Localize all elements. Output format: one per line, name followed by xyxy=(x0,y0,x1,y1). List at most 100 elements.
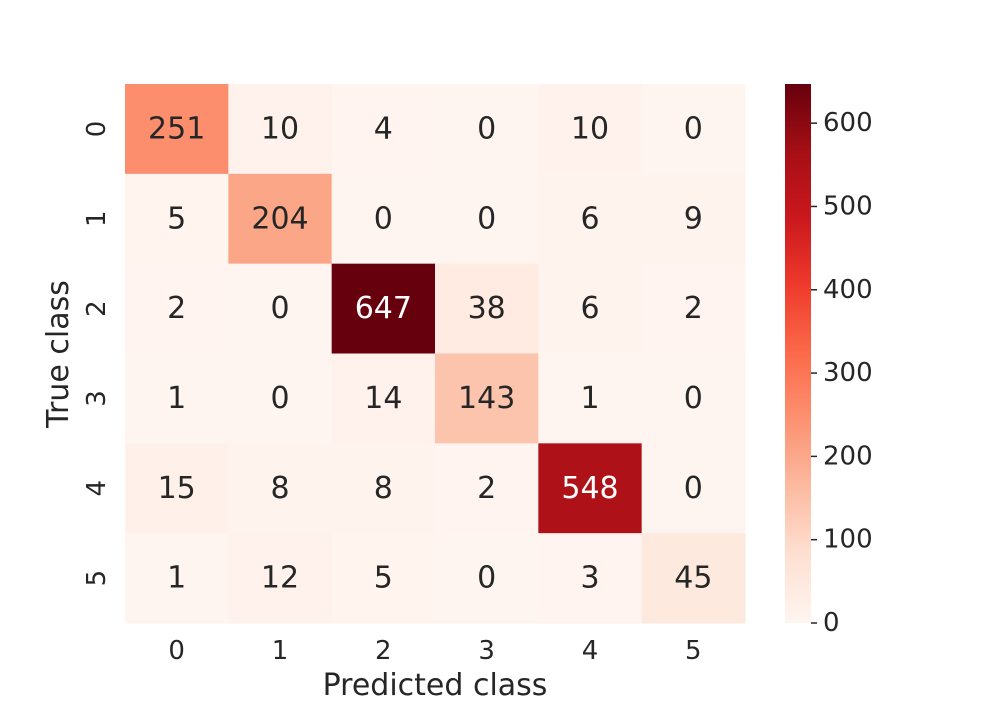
cell-annotation-r2-c2: 647 xyxy=(355,291,412,326)
cell-annotation-r1-c1: 204 xyxy=(251,201,308,236)
y-tick-label-0: 0 xyxy=(82,121,112,138)
heatmap-cell-r2-c1 xyxy=(228,263,333,354)
heatmap-cell-r0-c1 xyxy=(228,84,333,175)
x-tick-label-4: 4 xyxy=(582,636,599,666)
heatmap-cell-r5-c5 xyxy=(641,533,746,624)
colorbar xyxy=(785,84,811,623)
cell-annotation-r4-c2: 8 xyxy=(374,471,393,506)
cell-annotation-r4-c3: 2 xyxy=(477,471,496,506)
heatmap-cell-r0-c4 xyxy=(538,84,643,175)
cell-annotation-r1-c2: 0 xyxy=(374,201,393,236)
heatmap-cell-r1-c0 xyxy=(125,173,229,265)
cell-annotation-r3-c4: 1 xyxy=(580,381,599,416)
x-tick-label-1: 1 xyxy=(272,636,289,666)
heatmap-cell-r2-c4 xyxy=(538,263,643,354)
cell-annotation-r2-c5: 2 xyxy=(684,291,703,326)
heatmap-cells xyxy=(125,84,746,624)
heatmap-cell-r0-c2 xyxy=(331,84,436,175)
cell-annotation-r4-c5: 0 xyxy=(684,471,703,506)
cell-annotation-r0-c4: 10 xyxy=(571,111,609,146)
cell-annotation-r3-c3: 143 xyxy=(458,381,515,416)
cell-annotation-r4-c4: 548 xyxy=(561,471,618,506)
heatmap-cell-r2-c3 xyxy=(435,263,539,354)
cell-annotation-r2-c1: 0 xyxy=(270,291,289,326)
cell-annotation-r4-c1: 8 xyxy=(270,471,289,506)
y-tick-label-1: 1 xyxy=(82,210,112,227)
cell-annotation-r2-c0: 2 xyxy=(167,291,186,326)
heatmap-cell-r4-c0 xyxy=(125,443,229,534)
cell-annotation-r3-c1: 0 xyxy=(270,381,289,416)
cell-annotation-r0-c5: 0 xyxy=(684,111,703,146)
x-tick-label-2: 2 xyxy=(375,636,392,666)
heatmap-cell-r3-c1 xyxy=(228,353,333,444)
colorbar-tick-label-6: 600 xyxy=(823,108,873,138)
heatmap-cell-r4-c3 xyxy=(435,443,539,534)
cell-annotation-r5-c0: 1 xyxy=(167,561,186,596)
cell-annotation-r1-c3: 0 xyxy=(477,201,496,236)
heatmap-cell-r1-c2 xyxy=(331,173,436,265)
heatmap-cell-r1-c4 xyxy=(538,173,643,265)
colorbar-tick-label-0: 0 xyxy=(823,608,840,638)
cell-annotation-r0-c1: 10 xyxy=(261,111,299,146)
colorbar-ticks: 0 100 200 300 400 500 600 xyxy=(811,108,873,638)
cell-annotation-r0-c2: 4 xyxy=(374,111,393,146)
cell-annotation-r3-c2: 14 xyxy=(364,381,402,416)
y-tick-label-4: 4 xyxy=(82,480,112,497)
heatmap-cell-r3-c2 xyxy=(331,353,436,444)
cell-annotation-r1-c0: 5 xyxy=(167,201,186,236)
heatmap-cell-r3-c5 xyxy=(641,353,746,444)
cell-annotation-r3-c0: 1 xyxy=(167,381,186,416)
heatmap-cell-r3-c4 xyxy=(538,353,643,444)
heatmap-cell-r4-c1 xyxy=(228,443,333,534)
heatmap-cell-r4-c4 xyxy=(538,443,643,534)
heatmap-cell-r5-c3 xyxy=(435,533,539,624)
heatmap-cell-r2-c2 xyxy=(331,263,436,354)
x-tick-labels: 0 1 2 3 4 5 xyxy=(168,636,701,666)
heatmap-cell-r2-c0 xyxy=(125,263,229,354)
cell-annotation-r2-c4: 6 xyxy=(580,291,599,326)
heatmap-cell-r5-c2 xyxy=(331,533,436,624)
heatmap-cell-r5-c4 xyxy=(538,533,643,624)
heatmap-cell-r3-c3 xyxy=(435,353,539,444)
y-tick-label-3: 3 xyxy=(82,390,112,407)
cell-annotation-r4-c0: 15 xyxy=(158,471,196,506)
x-tick-label-3: 3 xyxy=(478,636,495,666)
cell-annotation-r5-c2: 5 xyxy=(374,561,393,596)
heatmap-cell-r4-c2 xyxy=(331,443,436,534)
heatmap-cell-r0-c0 xyxy=(125,84,229,175)
cell-annotation-r5-c5: 45 xyxy=(674,561,712,596)
y-tick-label-2: 2 xyxy=(82,300,112,317)
cell-annotation-r1-c4: 6 xyxy=(580,201,599,236)
cell-annotation-r0-c3: 0 xyxy=(477,111,496,146)
heatmap-cell-r5-c0 xyxy=(125,533,229,624)
cell-annotations: 251 10 4 0 10 05 204 0 0 6 92 0 647 38 6 21 0 14 143 1 015 8 8… xyxy=(148,111,712,595)
x-tick-label-0: 0 xyxy=(168,636,185,666)
cell-annotation-r3-c5: 0 xyxy=(684,381,703,416)
heatmap-cell-r1-c3 xyxy=(435,173,539,265)
cell-annotation-r5-c3: 0 xyxy=(477,561,496,596)
cell-annotation-r1-c5: 9 xyxy=(684,201,703,236)
heatmap-cell-r0-c5 xyxy=(641,84,746,175)
heatmap-cell-r2-c5 xyxy=(641,263,746,354)
cell-annotation-r5-c1: 12 xyxy=(261,561,299,596)
x-axis-label: Predicted class xyxy=(323,668,548,700)
heatmap-cell-r0-c3 xyxy=(435,84,539,175)
cell-annotation-r2-c3: 38 xyxy=(468,291,506,326)
colorbar-tick-label-5: 500 xyxy=(823,191,873,221)
cell-annotation-r0-c0: 251 xyxy=(148,111,205,146)
heatmap-cell-r1-c1 xyxy=(228,173,333,265)
cell-annotation-r5-c4: 3 xyxy=(580,561,599,596)
colorbar-tick-label-1: 100 xyxy=(823,525,873,555)
colorbar-tick-label-2: 200 xyxy=(823,441,873,471)
y-tick-labels: 0 1 2 3 4 5 xyxy=(82,121,112,587)
colorbar-tick-label-3: 300 xyxy=(823,358,873,388)
colorbar-tick-label-4: 400 xyxy=(823,275,873,305)
x-tick-label-5: 5 xyxy=(685,636,702,666)
heatmap-cell-r3-c0 xyxy=(125,353,229,444)
y-axis-label: True class xyxy=(41,280,76,429)
y-tick-label-5: 5 xyxy=(82,570,112,587)
heatmap-cell-r1-c5 xyxy=(641,173,746,265)
heatmap-cell-r4-c5 xyxy=(641,443,746,534)
